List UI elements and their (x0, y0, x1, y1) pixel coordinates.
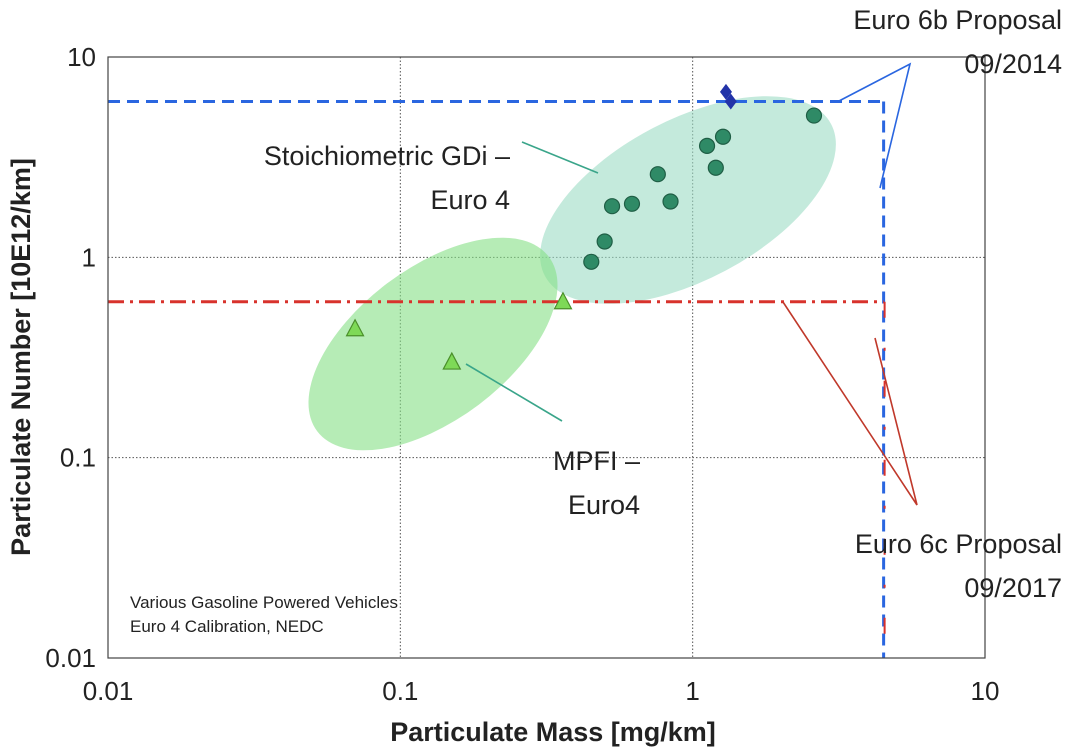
leader-lines (465, 62, 918, 506)
labels: 0.01 0.1 1 10 0.01 0.1 1 10 Stoichiometric GDi –… (45, 5, 1062, 706)
gdi-point (603, 198, 621, 215)
diamond-point (724, 93, 737, 110)
gdi-point (714, 128, 732, 145)
euro6c-label-line: Euro 6c Proposal (855, 529, 1062, 559)
y-axis-title: Particulate Number [10E12/km] (6, 158, 36, 556)
dataset-note: Various Gasoline Powered Vehicles Euro 4 … (130, 593, 398, 636)
mpfi-region (308, 237, 558, 451)
gdi-region (540, 96, 836, 304)
plot-frame (107, 56, 986, 659)
dataset-note-line: Euro 4 Calibration, NEDC (130, 617, 324, 636)
x-tick-label: 0.1 (382, 676, 418, 706)
gdi-label-line: Euro 4 (430, 185, 510, 215)
mpfi-label-line: MPFI – (553, 446, 640, 476)
limit-lines (108, 99, 886, 658)
euro6b-label-line: Euro 6b Proposal (853, 5, 1062, 35)
euro6c-label: Euro 6c Proposal 09/2017 (855, 529, 1062, 603)
x-tick-label: 1 (685, 676, 699, 706)
x-axis-title: Particulate Mass [mg/km] (390, 717, 716, 747)
euro6b-leader (838, 62, 912, 189)
y-tick-label: 0.01 (45, 643, 96, 673)
gdi-point (583, 253, 600, 270)
gdi-point (596, 233, 613, 250)
mpfi-point (345, 318, 365, 337)
gdi-point (707, 159, 724, 176)
grid (108, 57, 985, 658)
gdi-point (623, 195, 641, 212)
gdi-label: Stoichiometric GDi – Euro 4 (264, 141, 510, 215)
gdi-point (662, 193, 679, 210)
mpfi-label: MPFI – Euro4 (553, 446, 640, 520)
plot-border (107, 56, 986, 659)
x-tick-label: 0.01 (83, 676, 134, 706)
gdi-point (805, 107, 823, 124)
dataset-note-line: Various Gasoline Powered Vehicles (130, 593, 398, 612)
euro6c-leader (782, 301, 918, 506)
euro6b-label-line: 09/2014 (964, 49, 1062, 79)
euro6b-label: Euro 6b Proposal 09/2014 (853, 5, 1062, 79)
mpfi-leader (465, 363, 563, 422)
data-points (345, 83, 823, 370)
mpfi-point (553, 291, 573, 310)
y-tick-label: 1 (82, 242, 96, 272)
mpfi-label-line: Euro4 (568, 490, 640, 520)
euro6c-label-line: 09/2017 (964, 573, 1062, 603)
regions (308, 96, 836, 451)
gdi-point (649, 166, 666, 183)
gdi-leader (521, 141, 599, 174)
y-tick-label: 0.1 (60, 443, 96, 473)
mpfi-point (442, 351, 462, 370)
gdi-point (698, 137, 716, 154)
x-tick-label: 10 (971, 676, 1000, 706)
gdi-label-line: Stoichiometric GDi – (264, 141, 510, 171)
y-tick-label: 10 (67, 42, 96, 72)
